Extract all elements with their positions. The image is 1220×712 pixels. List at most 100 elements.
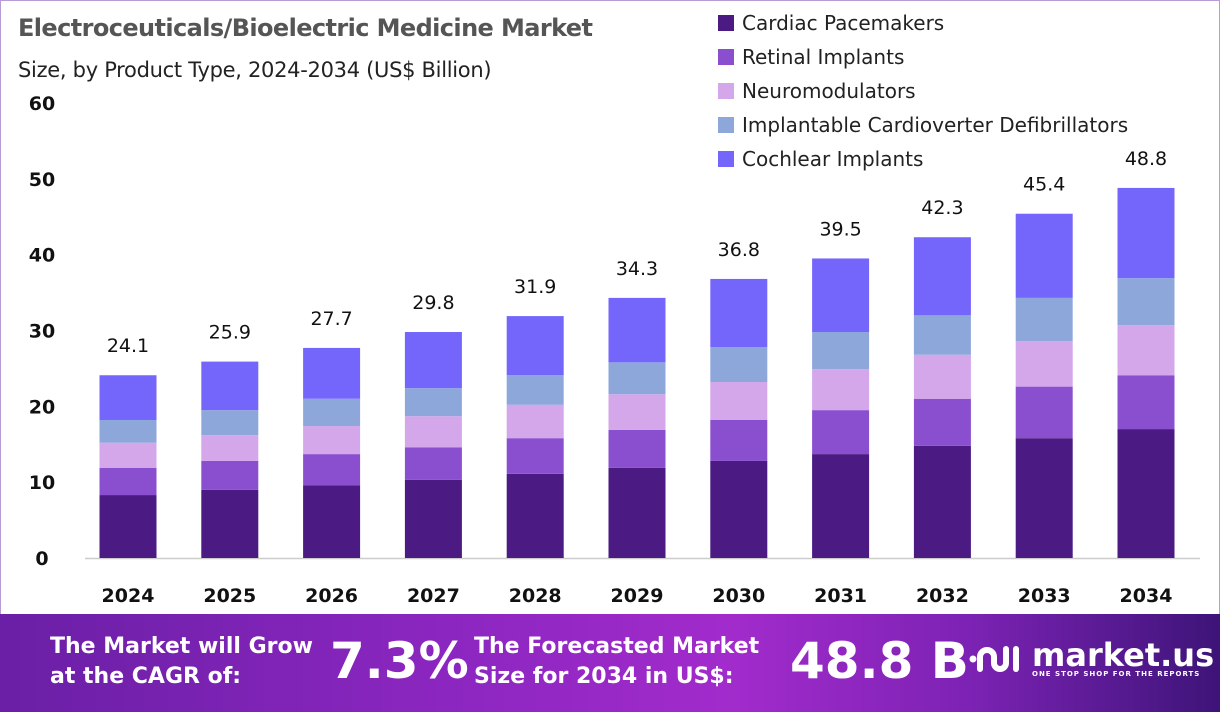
bar-segment-neuromodulators — [812, 369, 870, 411]
bar-segment-cochlear-implants — [99, 375, 157, 420]
bar-segment-neuromodulators — [913, 354, 971, 399]
bar-segment-cardiac-pacemakers — [303, 485, 361, 558]
bar-segment-implantable-cardioverter-defibrillators — [404, 388, 462, 417]
x-tick-label: 2027 — [407, 585, 460, 607]
legend-label: Retinal Implants — [742, 45, 905, 69]
bar-segment-cardiac-pacemakers — [99, 495, 157, 558]
bar-segment-retinal-implants — [404, 447, 462, 480]
bar-segment-cochlear-implants — [1015, 213, 1073, 298]
legend-swatch — [718, 49, 734, 65]
y-tick-label: 30 — [29, 321, 55, 343]
total-data-label: 31.9 — [514, 276, 556, 298]
bar-segment-cochlear-implants — [913, 237, 971, 316]
y-tick-label: 50 — [29, 169, 55, 191]
bar-segment-neuromodulators — [404, 416, 462, 448]
footer-banner: The Market will Grow at the CAGR of: 7.3… — [0, 614, 1220, 712]
cagr-label-line2: at the CAGR of: — [50, 664, 242, 689]
cagr-value: 7.3% — [330, 632, 469, 690]
legend-item-retinal-implants: Retinal Implants — [718, 40, 1128, 74]
total-data-label: 24.1 — [107, 335, 149, 357]
legend-item-icd: Implantable Cardioverter Defibrillators — [718, 108, 1128, 142]
x-tick-label: 2033 — [1018, 585, 1071, 607]
bar-segment-implantable-cardioverter-defibrillators — [1015, 297, 1073, 342]
bar-segment-cardiac-pacemakers — [201, 489, 259, 558]
bar-segment-implantable-cardioverter-defibrillators — [812, 332, 870, 370]
legend-swatch — [718, 83, 734, 99]
bar-segment-implantable-cardioverter-defibrillators — [506, 375, 564, 405]
market-us-logo-icon — [969, 646, 1019, 672]
bar-segment-retinal-implants — [1117, 375, 1175, 430]
total-data-label: 27.7 — [310, 308, 352, 330]
y-tick-label: 0 — [35, 548, 48, 570]
bar-segment-retinal-implants — [506, 438, 564, 474]
bar-segment-cochlear-implants — [710, 278, 768, 348]
legend-label: Implantable Cardioverter Defibrillators — [742, 113, 1129, 137]
total-data-label: 39.5 — [819, 218, 861, 240]
cagr-label: The Market will Grow at the CAGR of: — [50, 632, 313, 692]
cagr-label-line1: The Market will Grow — [50, 634, 313, 659]
y-tick-label: 20 — [29, 396, 55, 418]
total-data-label: 42.3 — [921, 197, 963, 219]
bar-segment-implantable-cardioverter-defibrillators — [1117, 278, 1175, 326]
y-tick-label: 60 — [29, 93, 55, 115]
bar-segment-retinal-implants — [303, 454, 361, 486]
legend-label: Cardiac Pacemakers — [742, 11, 945, 35]
legend-swatch — [718, 151, 734, 167]
bar-segment-retinal-implants — [608, 429, 666, 468]
legend: Cardiac Pacemakers Retinal Implants Neur… — [718, 6, 1128, 176]
bar-segment-cochlear-implants — [201, 361, 259, 411]
bar-segment-cardiac-pacemakers — [812, 454, 870, 558]
bar-segment-implantable-cardioverter-defibrillators — [99, 419, 157, 443]
bar-segment-cardiac-pacemakers — [710, 460, 768, 558]
x-tick-label: 2032 — [916, 585, 969, 607]
bar-segment-implantable-cardioverter-defibrillators — [201, 410, 259, 436]
stacked-bar-chart: 010203040506024.1202425.9202527.7202629.… — [29, 93, 1200, 607]
bar-segment-implantable-cardioverter-defibrillators — [913, 315, 971, 355]
brand-name: market.us — [1032, 636, 1215, 674]
forecast-label-line1: The Forecasted Market — [474, 634, 760, 659]
bar-segment-cochlear-implants — [303, 347, 361, 399]
x-tick-label: 2031 — [814, 585, 867, 607]
x-tick-label: 2025 — [203, 585, 256, 607]
legend-item-cardiac-pacemakers: Cardiac Pacemakers — [718, 6, 1128, 40]
bar-segment-neuromodulators — [99, 442, 157, 468]
total-data-label: 48.8 — [1125, 148, 1167, 170]
bar-segment-cardiac-pacemakers — [404, 479, 462, 558]
bar-segment-neuromodulators — [201, 435, 259, 461]
bar-segment-retinal-implants — [812, 410, 870, 455]
bar-segment-cardiac-pacemakers — [608, 467, 666, 558]
legend-swatch — [718, 15, 734, 31]
bar-segment-neuromodulators — [710, 382, 768, 420]
chart-subtitle: Size, by Product Type, 2024-2034 (US$ Bi… — [18, 58, 492, 82]
bar-segment-implantable-cardioverter-defibrillators — [710, 347, 768, 383]
x-tick-label: 2024 — [102, 585, 155, 607]
market-us-logo: market.us ONE STOP SHOP FOR THE REPORTS — [968, 636, 1215, 678]
total-data-label: 36.8 — [718, 239, 760, 261]
legend-label: Neuromodulators — [742, 79, 916, 103]
bar-segment-cochlear-implants — [506, 316, 564, 376]
bar-segment-retinal-implants — [99, 467, 157, 496]
forecast-label: The Forecasted Market Size for 2034 in U… — [474, 632, 759, 692]
bar-segment-neuromodulators — [608, 394, 666, 430]
bar-segment-cochlear-implants — [1117, 187, 1175, 279]
legend-item-neuromodulators: Neuromodulators — [718, 74, 1128, 108]
total-data-label: 34.3 — [616, 258, 658, 280]
x-tick-label: 2028 — [509, 585, 562, 607]
bar-segment-implantable-cardioverter-defibrillators — [608, 362, 666, 395]
bar-segment-retinal-implants — [201, 460, 259, 490]
bar-segment-neuromodulators — [1117, 325, 1175, 376]
bar-segment-retinal-implants — [913, 398, 971, 446]
bar-segment-neuromodulators — [303, 426, 361, 455]
bar-segment-neuromodulators — [1015, 341, 1073, 387]
bar-segment-cardiac-pacemakers — [506, 473, 564, 558]
brand-tagline: ONE STOP SHOP FOR THE REPORTS — [1032, 670, 1201, 678]
total-data-label: 29.8 — [412, 292, 454, 314]
x-tick-label: 2029 — [611, 585, 664, 607]
x-tick-label: 2030 — [712, 585, 765, 607]
bar-segment-cochlear-implants — [608, 297, 666, 363]
chart-title: Electroceuticals/Bioelectric Medicine Ma… — [18, 14, 593, 42]
y-tick-label: 40 — [29, 245, 55, 267]
bar-segment-cochlear-implants — [404, 332, 462, 389]
bar-segment-implantable-cardioverter-defibrillators — [303, 398, 361, 427]
bar-segment-retinal-implants — [1015, 386, 1073, 439]
